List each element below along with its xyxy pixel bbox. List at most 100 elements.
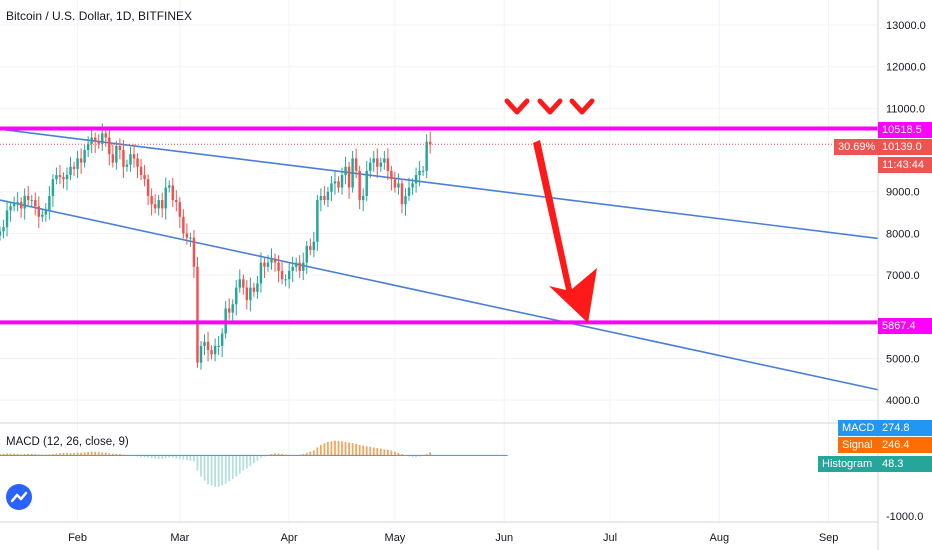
candle: [132, 144, 136, 168]
candle: [372, 150, 376, 172]
candle-body: [206, 341, 210, 351]
candle-body: [273, 258, 277, 263]
candle: [175, 190, 178, 212]
candle: [263, 257, 266, 279]
candle-body: [182, 216, 185, 234]
candle-body: [196, 266, 199, 363]
candle: [111, 144, 115, 168]
candle: [238, 269, 242, 293]
candle-body: [51, 179, 55, 196]
tradingview-logo-icon[interactable]: [6, 484, 32, 510]
candle-body: [210, 350, 213, 355]
candle-body: [358, 170, 361, 201]
candle-body: [270, 258, 273, 263]
candle-body: [136, 158, 139, 167]
candle: [2, 219, 5, 239]
candle: [23, 188, 26, 220]
candle: [136, 153, 139, 178]
candle-body: [37, 206, 41, 217]
candle-body: [160, 200, 164, 209]
candle-body: [316, 200, 319, 242]
candle-body: [390, 170, 393, 180]
x-tick-label: Jun: [495, 532, 513, 544]
resistance-price-tag: 10518.5: [878, 122, 932, 138]
candle: [309, 238, 312, 256]
candle-body: [30, 200, 33, 202]
candle-body: [400, 183, 404, 205]
candle: [277, 255, 280, 283]
candle-body: [192, 237, 196, 267]
candle: [86, 136, 90, 158]
candle-body: [312, 241, 316, 251]
candle: [404, 188, 407, 216]
candle: [287, 263, 291, 289]
candle-body: [93, 137, 97, 142]
candle: [294, 257, 298, 272]
candle-body: [326, 191, 330, 201]
candle: [146, 174, 150, 206]
candle-body: [65, 175, 69, 180]
candle-body: [164, 187, 167, 209]
candle-body: [259, 262, 263, 284]
candle-body: [72, 166, 76, 169]
candle: [266, 255, 270, 272]
candle-body: [178, 202, 182, 217]
candle: [259, 252, 263, 293]
candle: [298, 255, 301, 279]
candle: [157, 195, 160, 216]
candle-body: [168, 185, 171, 188]
candle: [273, 253, 277, 272]
candle: [418, 160, 421, 187]
candle-body: [79, 158, 83, 163]
candle-body: [122, 150, 125, 167]
candle-body: [5, 210, 9, 228]
candle: [397, 173, 400, 195]
candle-body: [231, 304, 234, 313]
chevron-down-icon: [537, 98, 563, 115]
candle: [164, 177, 167, 220]
candle-body: [185, 233, 189, 238]
candle: [302, 252, 305, 281]
candle: [291, 256, 294, 283]
candle-body: [227, 308, 231, 313]
candle: [361, 188, 365, 212]
candle-body: [245, 287, 249, 301]
candle: [72, 161, 76, 176]
candle: [280, 260, 284, 285]
candle: [337, 176, 340, 193]
candle: [37, 196, 41, 229]
candle-body: [143, 175, 146, 180]
candle: [5, 200, 9, 237]
candle: [333, 171, 337, 195]
candle-body: [340, 175, 344, 188]
y-tick-label: 11000.0: [886, 103, 925, 115]
candle: [386, 148, 390, 181]
candle: [400, 178, 404, 214]
candle: [284, 274, 287, 287]
candle: [189, 232, 192, 247]
candle-body: [16, 202, 19, 205]
candle: [407, 177, 411, 201]
candle-body: [404, 195, 407, 205]
candle: [203, 334, 206, 356]
y-tick-label: 4000.0: [886, 395, 920, 407]
candle-body: [383, 158, 386, 163]
x-tick-label: Aug: [710, 532, 730, 544]
candle: [97, 134, 100, 149]
candle: [365, 160, 368, 201]
candle: [178, 197, 182, 229]
candle: [340, 167, 344, 195]
y-tick-label: 5000.0: [886, 353, 920, 365]
candle-body: [333, 181, 337, 184]
candle: [34, 192, 37, 216]
candle-body: [266, 262, 270, 267]
candle-body: [386, 158, 390, 171]
histogram-value-tag: 48.3: [878, 456, 932, 472]
y-tick-label: 8000.0: [886, 228, 920, 240]
candle: [220, 328, 224, 358]
candle: [51, 174, 55, 208]
candle-body: [305, 245, 309, 263]
candle: [58, 165, 62, 185]
candle: [185, 223, 189, 245]
